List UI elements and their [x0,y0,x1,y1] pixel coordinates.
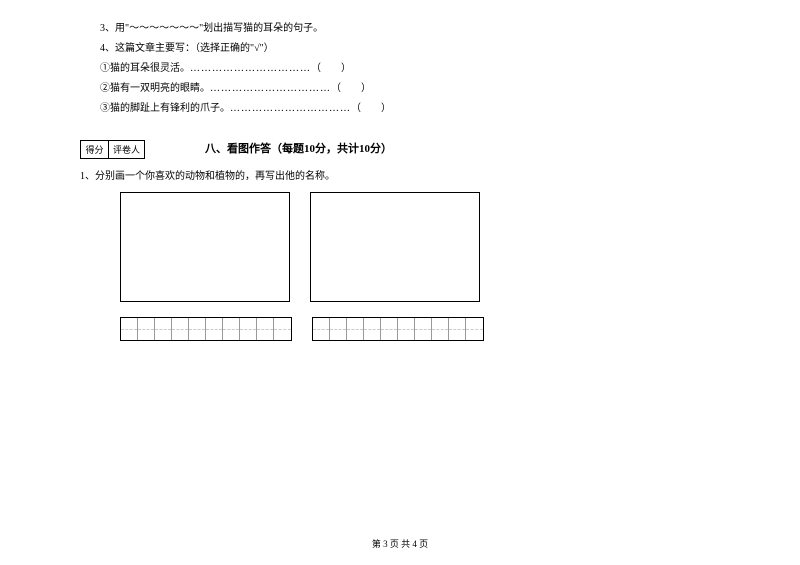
question-4-option-1: ①猫的耳朵很灵活。……………………………（ ） [100,60,720,78]
char-cell[interactable] [415,318,432,340]
char-cell[interactable] [398,318,415,340]
dots: …………………………… [210,83,331,94]
char-cell[interactable] [138,318,155,340]
grader-cell-label: 评卷人 [109,141,144,158]
char-cell[interactable] [189,318,206,340]
drawing-box-2[interactable] [310,192,480,302]
page-footer: 第 3 页 共 4 页 [0,537,800,550]
dots: …………………………… [190,63,311,74]
char-cell[interactable] [223,318,240,340]
question-3: 3、用"～～～～～～～"划出描写猫的耳朵的句子。 [100,20,720,38]
sub-question-1: 1、分别画一个你喜欢的动物和植物的，再写出他的名称。 [80,167,720,182]
question-4-title: 4、这篇文章主要写：（选择正确的"√"） [100,40,720,58]
section-header-row: 得分 评卷人 八、看图作答（每题10分，共计10分） [80,120,720,159]
character-grid-area [120,317,720,341]
char-cell[interactable] [313,318,330,340]
char-cell[interactable] [347,318,364,340]
question-4-option-3: ③猫的脚趾上有锋利的爪子。……………………………（ ） [100,100,720,118]
char-cell[interactable] [330,318,347,340]
score-cell-label: 得分 [81,141,109,158]
answer-paren[interactable]: （ ） [311,63,351,74]
char-cell[interactable] [172,318,189,340]
drawing-area [120,192,720,302]
char-cell[interactable] [274,318,291,340]
char-cell[interactable] [466,318,483,340]
section-title: 八、看图作答（每题10分，共计10分） [205,140,392,156]
char-cell[interactable] [257,318,274,340]
char-grid-2[interactable] [312,317,484,341]
drawing-box-1[interactable] [120,192,290,302]
char-cell[interactable] [364,318,381,340]
option-2-text: ②猫有一双明亮的眼睛。 [100,83,210,94]
question-block: 3、用"～～～～～～～"划出描写猫的耳朵的句子。 4、这篇文章主要写：（选择正确… [100,20,720,118]
char-cell[interactable] [206,318,223,340]
char-cell[interactable] [381,318,398,340]
char-cell[interactable] [432,318,449,340]
answer-paren[interactable]: （ ） [351,103,391,114]
option-3-text: ③猫的脚趾上有锋利的爪子。 [100,103,230,114]
score-table: 得分 评卷人 [80,140,145,159]
char-cell[interactable] [121,318,138,340]
answer-paren[interactable]: （ ） [331,83,371,94]
char-cell[interactable] [155,318,172,340]
question-4-option-2: ②猫有一双明亮的眼睛。……………………………（ ） [100,80,720,98]
option-1-text: ①猫的耳朵很灵活。 [100,63,190,74]
dots: …………………………… [230,103,351,114]
char-grid-1[interactable] [120,317,292,341]
char-cell[interactable] [240,318,257,340]
char-cell[interactable] [449,318,466,340]
